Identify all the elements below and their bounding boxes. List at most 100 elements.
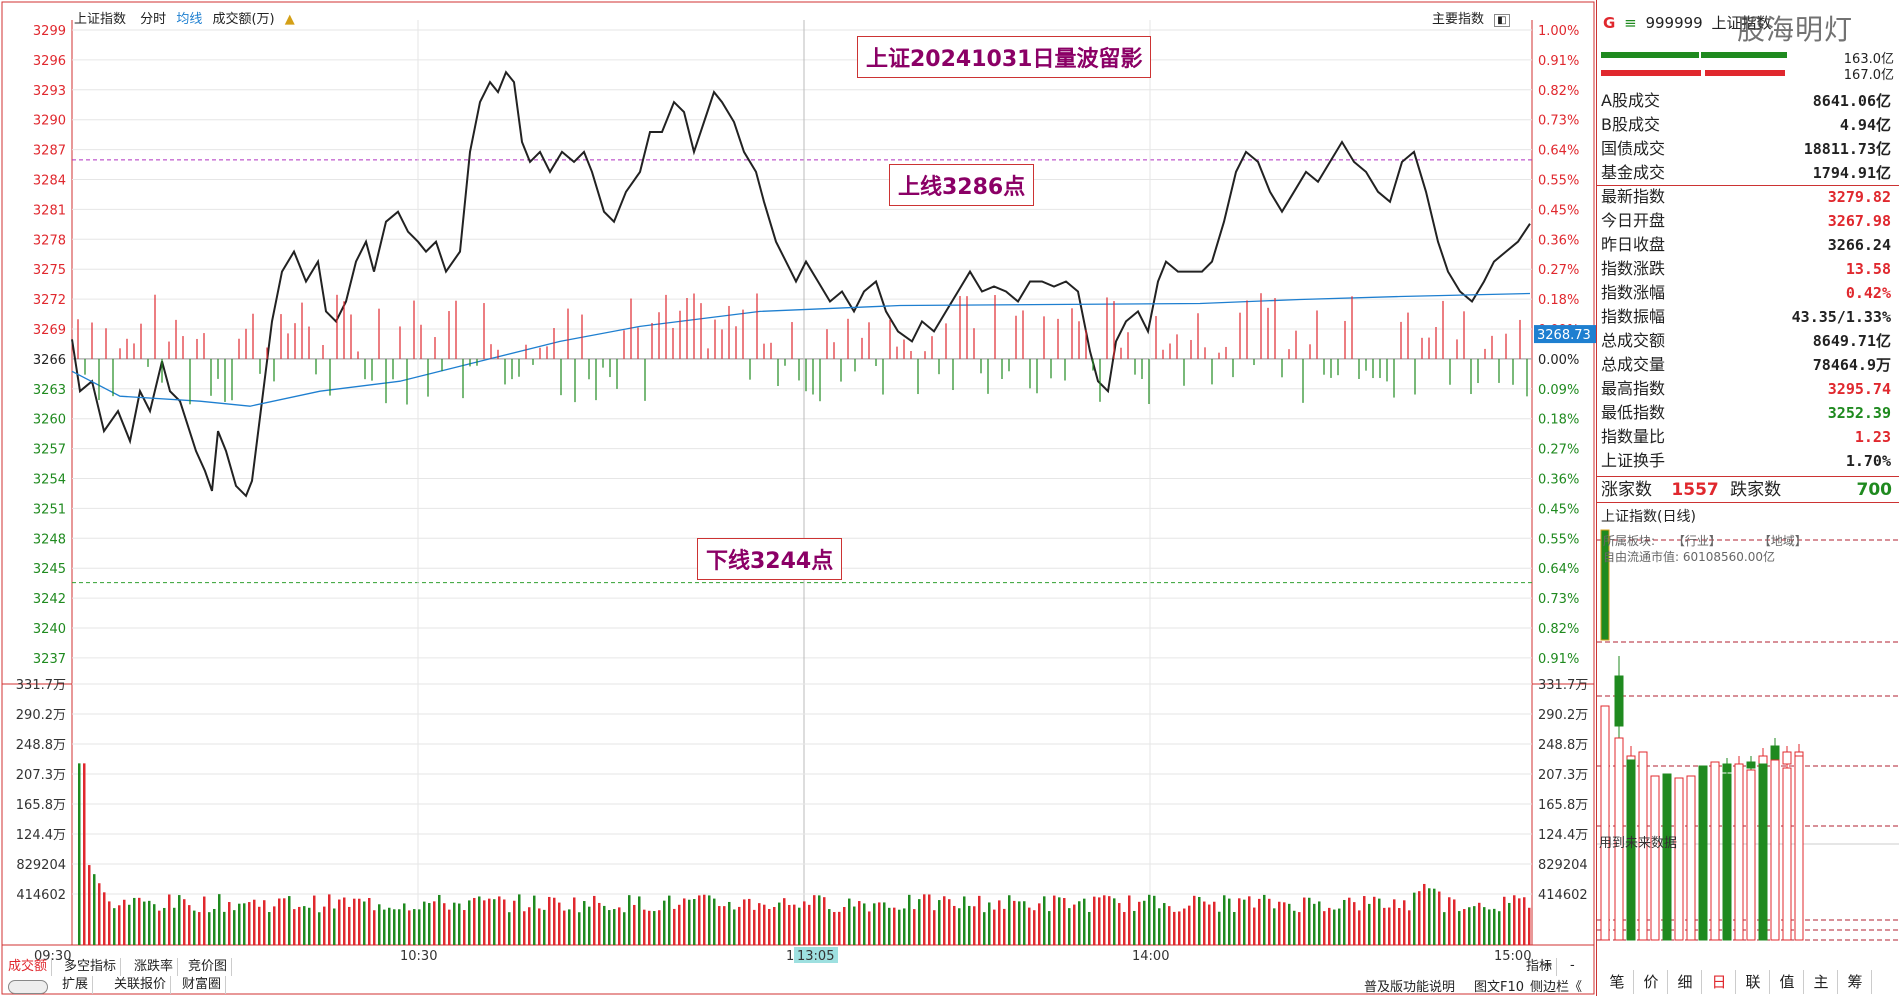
pct-tick-label: 0.91%: [1538, 54, 1579, 69]
volume-bar-up: [768, 908, 771, 945]
volume-bar-up: [328, 894, 331, 945]
volume-bar-down: [233, 910, 236, 945]
volume-bar-down: [588, 906, 591, 945]
stat-row: 总成交量 78464.9万: [1601, 354, 1891, 376]
volume-tick-label-right: 124.4万: [1538, 828, 1588, 843]
side-tab[interactable]: 日: [1703, 970, 1736, 994]
chart-header: 上证指数 分时 均线 成交额(万) ▲: [74, 8, 295, 27]
tab-longshort[interactable]: 多空指标: [60, 958, 122, 976]
region-link[interactable]: 【地域】: [1758, 534, 1807, 548]
volume-bar-up: [1063, 898, 1066, 945]
volume-bar-up: [1103, 895, 1106, 945]
volume-bar-down: [1498, 911, 1501, 945]
daily-kline-chart: [1597, 529, 1899, 941]
side-tab[interactable]: 笔: [1601, 970, 1634, 994]
mode-label[interactable]: 分时: [140, 12, 167, 27]
volume-bar-down: [883, 902, 886, 945]
volume-bar-up: [293, 909, 296, 945]
side-tab[interactable]: 价: [1635, 970, 1668, 994]
sector-row: 所属板块: 【行业】 【地域】: [1603, 532, 1807, 549]
volume-bar-down: [623, 912, 626, 945]
pct-tick-label: 1.00%: [1538, 24, 1579, 39]
tab-related[interactable]: 关联报价: [110, 976, 172, 994]
volume-bar-down: [1218, 911, 1221, 945]
kline-volume-bar: [1650, 775, 1660, 941]
volume-bar-up: [748, 898, 751, 945]
side-tab[interactable]: 主: [1805, 970, 1838, 994]
tab-expand[interactable]: 扩展: [58, 976, 94, 994]
side-tab[interactable]: 值: [1771, 970, 1804, 994]
side-tab[interactable]: 细: [1669, 970, 1702, 994]
pct-tick-label: 0.45%: [1538, 203, 1579, 218]
tab-auction[interactable]: 竞价图: [184, 958, 233, 976]
volume-label[interactable]: 成交额(万): [212, 12, 275, 27]
volume-bar-down: [918, 899, 921, 945]
avg-label[interactable]: 均线: [176, 12, 203, 27]
volume-bar-up: [718, 906, 721, 945]
volume-bar-up: [168, 894, 171, 945]
volume-bar-up: [1353, 902, 1356, 945]
volume-tick-label-right: 165.8万: [1538, 798, 1588, 813]
volume-bar-up: [263, 900, 266, 945]
volume-bar-up: [1093, 896, 1096, 945]
volume-bar-up: [773, 906, 776, 945]
volume-bar-up: [203, 896, 206, 945]
f10-link[interactable]: 图文F10: [1474, 980, 1525, 995]
tab-wealth[interactable]: 财富圈: [178, 976, 227, 994]
volume-bar-up: [1248, 896, 1251, 945]
pct-tick-label: 0.73%: [1538, 592, 1579, 607]
volume-bar-up: [838, 911, 841, 945]
kline-candle: [1722, 763, 1732, 773]
basic-help-link[interactable]: 普及版功能说明: [1364, 980, 1456, 995]
toggle-icon[interactable]: ◧: [1494, 14, 1510, 27]
float-value: 自由流通市值: 60108560.00亿: [1603, 550, 1776, 564]
volume-bar-up: [1348, 897, 1351, 945]
volume-bar-up: [228, 902, 231, 945]
menu-icon[interactable]: ≡: [1624, 14, 1637, 32]
kline-volume-bar: [1698, 765, 1708, 941]
side-tab[interactable]: 筹: [1839, 970, 1872, 994]
volume-bar-down: [1483, 907, 1486, 945]
volume-bar-down: [653, 911, 656, 945]
volume-bar-up: [998, 900, 1001, 945]
sidebar-toggle[interactable]: 侧边栏《: [1530, 980, 1583, 995]
stat-row: 最新指数 3279.82: [1601, 186, 1891, 208]
plus-button[interactable]: [1548, 958, 1557, 976]
volume-bar-down: [1318, 901, 1321, 945]
volume-tick-label: 124.4万: [16, 828, 66, 843]
stat-value: 4.94亿: [1839, 116, 1891, 134]
stat-value: 13.58: [1845, 260, 1891, 278]
price-tick-label: 3296: [33, 54, 66, 69]
volume-bar-up: [1283, 902, 1286, 945]
kline-volume-bar: [1782, 767, 1792, 941]
kline-candle: [1600, 529, 1610, 641]
volume-bar-down: [888, 907, 891, 945]
volume-bar-up: [1203, 901, 1206, 945]
code-header: G ≡ 999999 上证指数: [1603, 12, 1772, 33]
volume-bar-up: [118, 905, 121, 945]
main-index-button[interactable]: 主要指数 ◧: [1432, 8, 1510, 27]
add-button[interactable]: +: [1542, 958, 1553, 973]
time-tick-label: 10:30: [400, 949, 437, 964]
tab-updown[interactable]: 涨跌率: [130, 958, 179, 976]
volume-bar-up: [1213, 901, 1216, 945]
bell-icon[interactable]: ▲: [284, 12, 295, 27]
volume-bar-up: [1193, 895, 1196, 945]
volume-bar-up: [553, 897, 556, 945]
industry-link[interactable]: 【行业】: [1672, 534, 1721, 548]
remove-button[interactable]: -: [1570, 958, 1575, 973]
volume-bar-up: [353, 898, 356, 945]
volume-bar-up: [703, 894, 706, 945]
volume-bar-down: [1443, 912, 1446, 945]
expand-toggle[interactable]: [8, 980, 48, 994]
volume-bar-up: [258, 906, 261, 945]
divider-2: [1597, 502, 1899, 503]
volume-bar-down: [1153, 895, 1156, 945]
volume-bar-down: [403, 903, 406, 945]
stat-label: 最低指数: [1601, 403, 1666, 422]
side-tab[interactable]: 联: [1737, 970, 1770, 994]
volume-bar-down: [153, 904, 156, 945]
stat-label: A股成交: [1601, 91, 1660, 110]
volume-bar-up: [593, 895, 596, 945]
tab-turnover[interactable]: 成交额: [4, 958, 53, 976]
